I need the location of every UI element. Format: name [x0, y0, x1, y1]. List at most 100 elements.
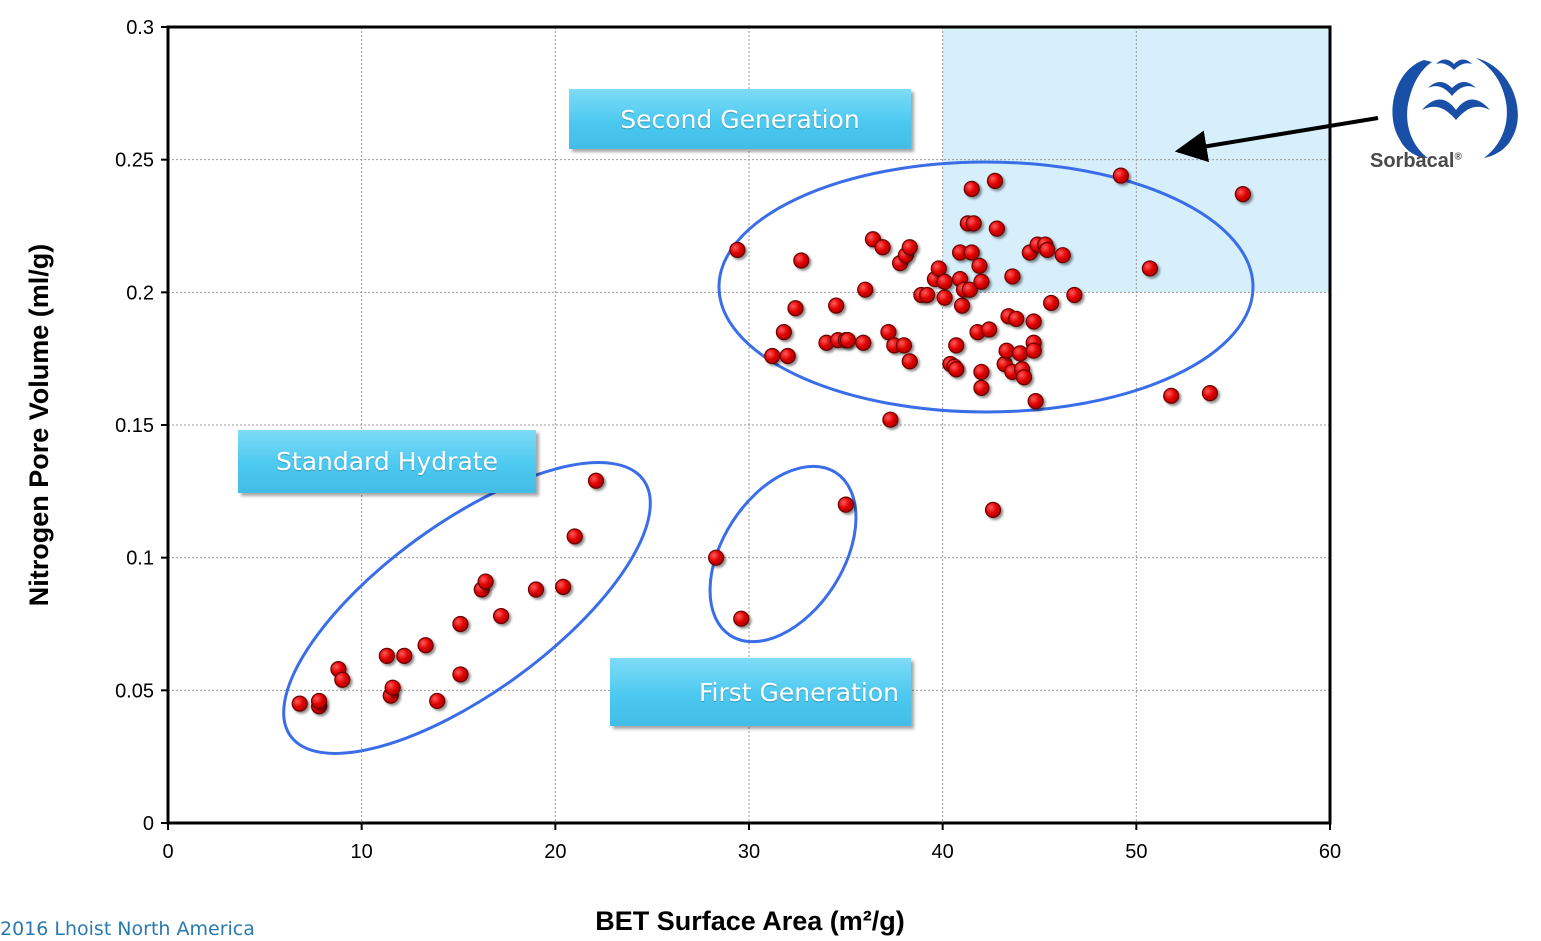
data-point — [973, 363, 990, 381]
ellipse-second-generation — [717, 160, 1255, 414]
sorbacal-logo-icon — [1392, 58, 1518, 158]
data-point — [452, 666, 469, 683]
x-tick-label: 30 — [738, 841, 760, 863]
data-point — [930, 260, 947, 277]
data-point — [1039, 241, 1056, 258]
data-point — [828, 297, 845, 314]
y-tick-label: 0.15 — [115, 415, 154, 437]
data-point — [984, 501, 1002, 519]
data-point — [953, 297, 971, 314]
y-axis: 0 0.05 0.1 0.15 0.2 0.25 0.3 — [115, 17, 168, 835]
ellipse-standard-hydrate — [282, 461, 652, 755]
data-point — [971, 257, 988, 274]
data-point — [1008, 310, 1025, 327]
data-point — [775, 324, 792, 341]
data-point — [880, 324, 897, 341]
data-point — [936, 289, 953, 306]
data-point — [554, 578, 572, 595]
x-axis: 0 10 20 30 40 50 60 — [162, 823, 1341, 863]
data-point — [1141, 260, 1158, 277]
data-point — [764, 347, 781, 365]
data-point — [1163, 387, 1180, 404]
callout-first-generation: First Generation — [610, 658, 911, 726]
data-point — [973, 379, 990, 396]
data-point — [378, 647, 395, 664]
callout-standard-hydrate: Standard Hydrate — [238, 430, 536, 493]
x-axis-title: BET Surface Area (m²/g) — [595, 906, 905, 936]
data-point — [1112, 167, 1129, 184]
data-point — [839, 331, 856, 349]
data-point — [948, 361, 965, 378]
data-point — [310, 692, 328, 710]
data-point — [793, 252, 810, 269]
data-point — [291, 695, 308, 712]
data-point — [1234, 186, 1251, 203]
y-tick-label: 0.05 — [115, 680, 154, 702]
x-tick-label: 0 — [162, 841, 173, 863]
data-point — [1066, 286, 1083, 304]
data-point — [1043, 294, 1060, 312]
data-point — [963, 244, 980, 261]
data-point — [998, 342, 1015, 359]
data-point — [733, 610, 750, 627]
data-point — [981, 321, 998, 338]
data-point — [1054, 247, 1071, 264]
data-point — [707, 549, 725, 566]
data-point — [973, 273, 990, 290]
sorbacal-logo-text: Sorbacal® — [1370, 150, 1462, 172]
y-tick-label: 0.2 — [126, 282, 154, 304]
data-point — [396, 647, 413, 664]
data-point — [566, 528, 583, 545]
data-point — [527, 581, 545, 598]
data-point — [855, 334, 872, 351]
data-point — [1004, 268, 1021, 285]
data-point — [477, 573, 494, 590]
grid-lines — [168, 27, 1330, 823]
data-point — [334, 671, 351, 688]
data-point — [452, 615, 469, 633]
data-point — [493, 607, 510, 625]
data-point — [965, 215, 982, 232]
y-tick-label: 0 — [143, 813, 154, 835]
y-axis-title: Nitrogen Pore Volume (ml/g) — [24, 244, 54, 607]
x-tick-label: 40 — [932, 841, 954, 863]
data-point — [961, 281, 978, 298]
data-point — [963, 180, 980, 197]
data-point — [417, 637, 434, 654]
data-point — [837, 496, 854, 513]
data-point — [988, 220, 1005, 237]
data-point — [1012, 345, 1029, 362]
data-point — [787, 300, 804, 317]
data-point — [587, 472, 605, 489]
callout-second-generation: Second Generation — [569, 89, 911, 149]
data-point — [1025, 313, 1042, 330]
data-point — [1015, 369, 1033, 386]
data-point — [1025, 342, 1042, 359]
logo-arrow — [1174, 116, 1379, 163]
data-point — [901, 239, 918, 256]
data-point — [1201, 385, 1219, 402]
data-point — [857, 281, 874, 298]
data-point — [429, 692, 446, 710]
x-tick-label: 20 — [544, 841, 566, 863]
x-tick-label: 10 — [351, 841, 373, 863]
data-point — [919, 286, 936, 304]
ellipse-first-generation — [708, 464, 858, 644]
data-point — [874, 239, 891, 256]
data-point — [779, 347, 796, 365]
data-point — [901, 353, 918, 370]
x-tick-label: 50 — [1125, 841, 1147, 863]
data-point — [384, 679, 401, 696]
y-tick-label: 0.3 — [126, 17, 154, 39]
data-point — [948, 337, 965, 354]
copyright-footer: 2016 Lhoist North America — [0, 918, 255, 940]
data-points — [291, 167, 1251, 715]
group-ellipses: BET Surface Area (m²/g) Nitrogen Pore Vo… — [24, 116, 1379, 936]
data-point — [895, 337, 913, 354]
data-point — [1027, 393, 1044, 410]
data-point — [936, 273, 953, 290]
y-tick-label: 0.25 — [115, 150, 154, 172]
y-tick-label: 0.1 — [126, 548, 154, 570]
x-tick-label: 60 — [1319, 841, 1341, 863]
